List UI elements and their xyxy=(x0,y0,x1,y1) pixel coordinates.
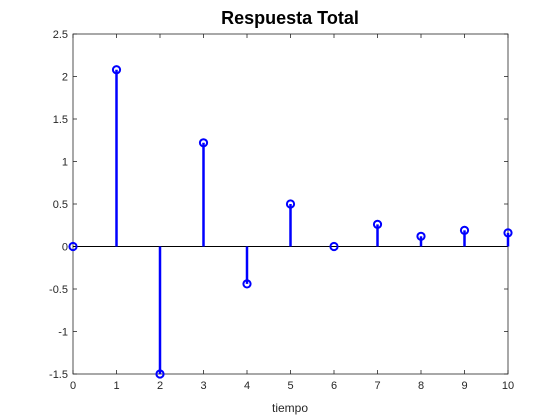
stem-marker xyxy=(68,241,78,252)
x-tick-label: 4 xyxy=(244,380,250,392)
x-tick-label: 3 xyxy=(200,380,206,392)
x-axis-label: tiempo xyxy=(272,401,308,415)
stem-marker xyxy=(242,279,252,289)
stem-marker xyxy=(111,65,122,75)
stem-series xyxy=(68,65,513,379)
stem-marker xyxy=(198,138,209,148)
x-tick-label: 5 xyxy=(287,380,293,392)
y-tick-label: 2 xyxy=(62,72,68,84)
stem-marker xyxy=(329,241,339,252)
x-tick-label: 0 xyxy=(70,380,76,392)
y-tick-label: -1.5 xyxy=(49,369,68,381)
stem-marker xyxy=(372,219,383,229)
stem-marker xyxy=(416,231,426,241)
stem-marker xyxy=(155,369,165,379)
y-tick-label: -1 xyxy=(58,327,68,339)
y-tick-label: 2.5 xyxy=(53,29,68,41)
x-tick-label: 6 xyxy=(331,380,337,392)
x-tick-label: 2 xyxy=(157,380,163,392)
x-tick-label: 7 xyxy=(374,380,380,392)
axis-ticks: 0 1 2 3 4 5 6 7 8 9 10 -1.5 -1 -0.5 0 0.5 1 1.5 2 2.5 xyxy=(49,29,514,392)
y-tick-label: 1 xyxy=(62,157,68,169)
chart-title: Respuesta Total xyxy=(221,8,359,28)
y-tick-label: -0.5 xyxy=(49,284,68,296)
y-tick-label: 0.5 xyxy=(53,199,68,211)
x-tick-label: 10 xyxy=(502,380,514,392)
x-tick-label: 8 xyxy=(418,380,424,392)
y-tick-label: 1.5 xyxy=(53,114,68,126)
x-tick-label: 9 xyxy=(461,380,467,392)
x-tick-label: 1 xyxy=(113,380,119,392)
stem-marker xyxy=(503,228,513,238)
stem-marker xyxy=(285,199,296,209)
y-tick-label: 0 xyxy=(62,242,68,254)
stem-marker xyxy=(459,225,470,235)
